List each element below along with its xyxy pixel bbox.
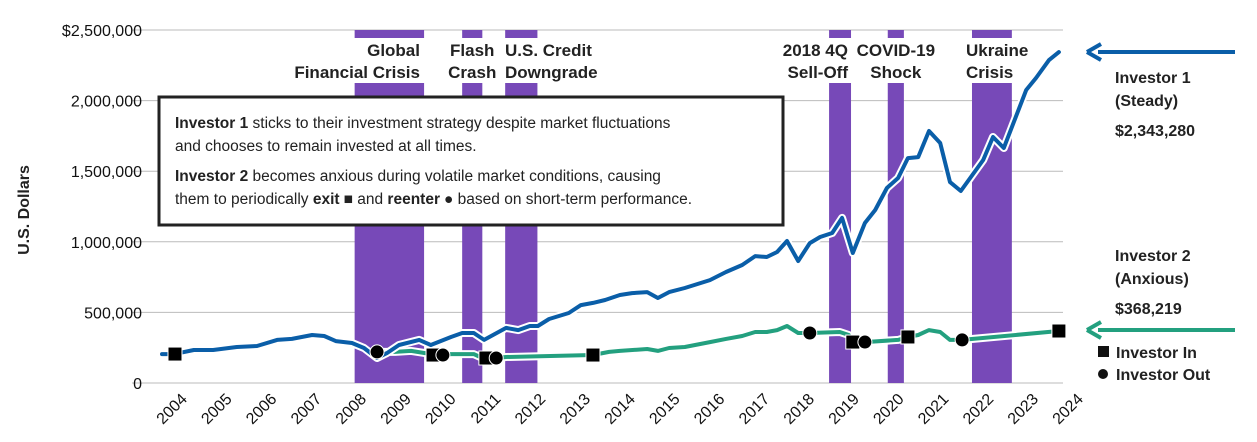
investor1-line <box>160 50 1061 360</box>
x-tick-label: 2021 <box>915 391 952 428</box>
callout-line-1: Investor 1 sticks to their investment st… <box>175 115 671 132</box>
event-label-bg <box>504 38 539 83</box>
y-tick-label: 1,000,000 <box>71 235 142 252</box>
investor-out-circle-marker <box>369 344 385 360</box>
event-label-bg <box>461 38 484 83</box>
investor2-name: Investor 2 <box>1115 248 1191 265</box>
investor1-name: Investor 1 <box>1115 70 1191 87</box>
investor-out-circle-marker <box>802 325 818 341</box>
investor-in-square-marker <box>167 346 183 362</box>
legend: Investor In Investor Out <box>1098 345 1211 384</box>
investor2-sub: (Anxious) <box>1115 271 1189 288</box>
callout-line-3: Investor 2 becomes anxious during volati… <box>175 168 661 185</box>
investor-out-circle-marker <box>954 332 970 348</box>
investor2-annotation: Investor 2 (Anxious) $368,219 <box>1086 248 1235 340</box>
y-axis-ticks: $2,500,000 2,000,000 1,500,000 1,000,000 500… <box>62 23 142 393</box>
event-label-bg <box>886 38 905 83</box>
x-tick-label: 2004 <box>154 391 191 428</box>
investor-out-circle-marker <box>857 334 873 350</box>
event-band <box>829 30 852 383</box>
x-tick-label: 2019 <box>826 391 863 428</box>
x-tick-label: 2008 <box>333 391 370 428</box>
reenter-circle-icon: ● <box>444 191 453 208</box>
event-label: Crisis <box>966 63 1013 82</box>
event-band <box>887 30 904 383</box>
x-tick-label: 2016 <box>691 391 728 428</box>
exit-square-icon: ■ <box>344 191 353 208</box>
event-label: Crash <box>448 63 496 82</box>
circle-marker-icon <box>1098 369 1108 379</box>
x-tick-label: 2012 <box>512 391 549 428</box>
legend-investor-out: Investor Out <box>1116 367 1211 384</box>
event-label: COVID-19 <box>857 41 935 60</box>
x-tick-label: 2014 <box>602 391 639 428</box>
x-tick-label: 2006 <box>243 391 280 428</box>
arrowhead-icon <box>1086 42 1102 62</box>
investor-in-square-marker <box>585 347 601 363</box>
x-tick-label: 2015 <box>646 391 683 428</box>
x-tick-label: 2011 <box>468 391 504 427</box>
x-tick-label: 2018 <box>781 391 818 428</box>
y-tick-label: 0 <box>133 376 142 393</box>
x-tick-label: 2017 <box>736 391 773 428</box>
event-labels: Global Financial Crisis Flash Crash U.S. Cre… <box>294 41 1028 82</box>
x-tick-label: 2005 <box>198 391 235 428</box>
square-marker-icon <box>1098 346 1109 357</box>
y-tick-label: 1,500,000 <box>71 164 142 181</box>
legend-investor-in: Investor In <box>1116 345 1197 362</box>
y-tick-label: 2,000,000 <box>71 94 142 111</box>
event-label: U.S. Credit <box>505 41 592 60</box>
x-tick-label: 2020 <box>870 391 907 428</box>
x-tick-label: 2023 <box>1005 391 1042 428</box>
event-label: Shock <box>870 63 922 82</box>
event-label: Global <box>367 41 420 60</box>
event-label: Flash <box>450 41 494 60</box>
investor1-annotation: Investor 1 (Steady) $2,343,280 <box>1086 42 1235 140</box>
callout-box: Investor 1 sticks to their investment st… <box>157 95 785 227</box>
investor1-final-value: $2,343,280 <box>1115 123 1195 140</box>
x-tick-label: 2022 <box>960 391 997 428</box>
callout-line-4: them to periodically exit ■ and reenter ● … <box>175 191 692 208</box>
investor2-final-value: $368,219 <box>1115 301 1182 318</box>
x-tick-label: 2010 <box>422 391 459 428</box>
x-tick-label: 2009 <box>378 391 415 428</box>
event-label-bg <box>828 38 853 83</box>
y-tick-label: $2,500,000 <box>62 23 142 40</box>
x-tick-label: 2007 <box>288 391 325 428</box>
investor-out-circle-marker <box>488 350 504 366</box>
event-label: Ukraine <box>966 41 1028 60</box>
event-label-bg <box>353 38 426 83</box>
event-band <box>971 30 1012 383</box>
event-label: Sell-Off <box>788 63 849 82</box>
investor-markers <box>167 323 1067 366</box>
event-label: Downgrade <box>505 63 598 82</box>
event-label: 2018 4Q <box>783 41 848 60</box>
investor-out-circle-marker <box>435 347 451 363</box>
y-tick-label: 500,000 <box>84 305 142 322</box>
investor-in-square-marker <box>900 329 916 345</box>
y-axis-label: U.S. Dollars <box>16 165 33 255</box>
investor-in-square-marker <box>1051 323 1067 339</box>
arrowhead-icon <box>1086 320 1102 340</box>
x-tick-label: 2013 <box>557 391 594 428</box>
event-label-bg <box>970 38 1013 83</box>
investor1-sub: (Steady) <box>1115 93 1178 110</box>
x-tick-label: 2024 <box>1050 391 1087 428</box>
callout-line-2: and chooses to remain invested at all ti… <box>175 138 477 155</box>
event-label: Financial Crisis <box>294 63 420 82</box>
x-axis-ticks: 2004 2005 2006 2007 2008 2009 2010 2011 2012 2013… <box>154 391 1087 428</box>
